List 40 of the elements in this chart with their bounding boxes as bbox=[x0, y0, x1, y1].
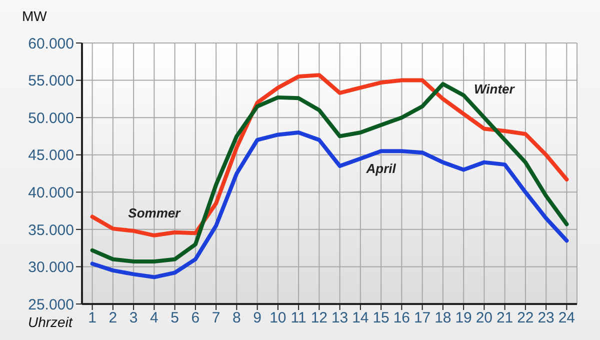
series-label: Sommer bbox=[128, 205, 182, 220]
x-tick-label: 5 bbox=[170, 310, 179, 327]
x-tick-label: 8 bbox=[232, 310, 241, 327]
y-tick-label: 50.000 bbox=[28, 110, 74, 127]
y-tick-label: 60.000 bbox=[28, 35, 74, 52]
x-tick-label: 15 bbox=[372, 310, 390, 327]
x-tick-label: 21 bbox=[496, 310, 514, 327]
x-tick-label: 16 bbox=[393, 310, 410, 327]
x-tick-label: 3 bbox=[129, 310, 138, 327]
x-tick-label: 13 bbox=[331, 310, 348, 327]
series-label: April bbox=[365, 161, 396, 176]
x-tick-label: 24 bbox=[558, 310, 576, 327]
line-series bbox=[90, 82, 569, 264]
x-tick-label: 19 bbox=[455, 310, 472, 327]
line-series bbox=[90, 73, 569, 238]
y-tick-label: 55.000 bbox=[28, 72, 74, 90]
x-tick-label: 4 bbox=[150, 310, 158, 327]
x-axis-title: Uhrzeit bbox=[28, 314, 72, 330]
x-tick-label: 22 bbox=[517, 310, 534, 327]
x-tick-label: 6 bbox=[191, 310, 200, 327]
x-tick-label: 23 bbox=[538, 310, 554, 327]
y-tick-label: 35.000 bbox=[28, 222, 74, 239]
x-tick-label: 14 bbox=[352, 310, 369, 327]
x-tick-label: 9 bbox=[253, 310, 262, 327]
x-tick-label: 12 bbox=[310, 310, 328, 327]
y-tick-label: 45.000 bbox=[28, 147, 74, 164]
x-tick-label: 2 bbox=[108, 310, 118, 327]
x-tick-label: 17 bbox=[414, 310, 431, 327]
line-series bbox=[90, 130, 569, 280]
y-tick-label: 30.000 bbox=[28, 259, 74, 276]
y-axis-title: MW bbox=[22, 8, 47, 24]
x-tick-label: 18 bbox=[434, 310, 452, 327]
y-tick-label: 25.000 bbox=[28, 296, 74, 314]
x-tick-label: 1 bbox=[88, 310, 96, 327]
x-tick-label: 11 bbox=[290, 310, 306, 327]
x-tick-label: 20 bbox=[476, 310, 493, 327]
y-tick-label: 40.000 bbox=[28, 184, 74, 202]
x-tick-label: 10 bbox=[270, 310, 286, 327]
x-tick-label: 7 bbox=[212, 310, 220, 327]
series-label: Winter bbox=[474, 82, 516, 97]
